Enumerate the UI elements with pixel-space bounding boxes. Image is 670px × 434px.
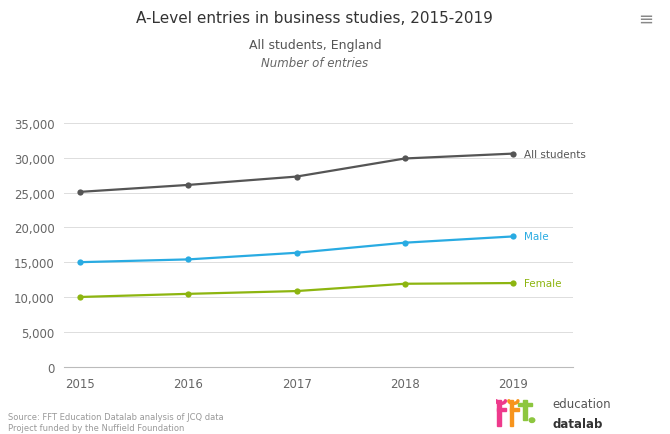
Bar: [519, 403, 533, 406]
Bar: [510, 408, 519, 411]
Text: Number of entries: Number of entries: [261, 56, 368, 69]
Text: ≡: ≡: [638, 11, 653, 29]
Bar: [523, 400, 527, 420]
Bar: [497, 408, 507, 411]
Text: Female: Female: [524, 279, 561, 288]
Text: Male: Male: [524, 232, 549, 242]
Bar: [510, 400, 513, 426]
Bar: [497, 400, 500, 426]
Circle shape: [529, 418, 535, 422]
Text: education: education: [553, 397, 611, 410]
Text: All students: All students: [524, 149, 586, 159]
Text: All students, England: All students, England: [249, 39, 381, 52]
Text: Source: FFT Education Datalab analysis of JCQ data
Project funded by the Nuffiel: Source: FFT Education Datalab analysis o…: [8, 412, 224, 432]
Text: datalab: datalab: [553, 417, 603, 430]
Text: A-Level entries in business studies, 2015-2019: A-Level entries in business studies, 201…: [137, 11, 493, 26]
